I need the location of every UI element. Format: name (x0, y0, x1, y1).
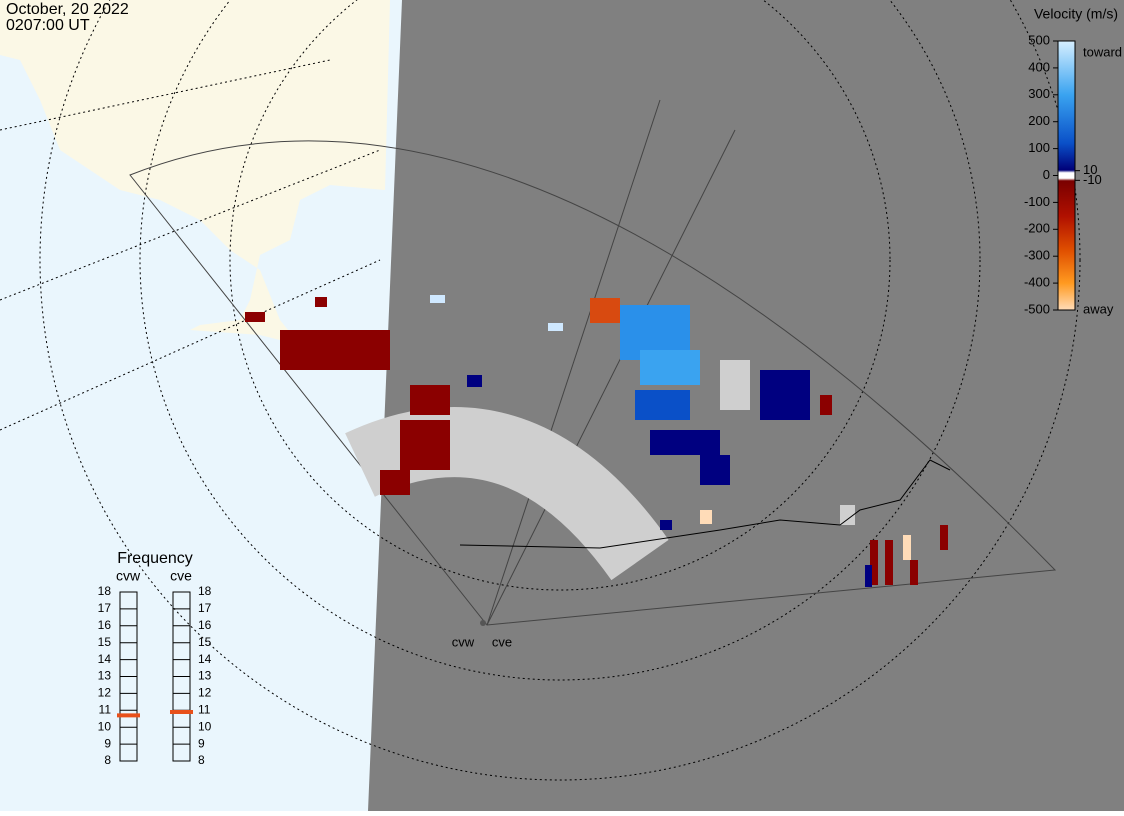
frequency-tick-label: 14 (98, 652, 112, 666)
frequency-title: Frequency (117, 550, 193, 567)
cell (760, 370, 810, 420)
cell (700, 510, 712, 524)
velocity-cells (245, 295, 948, 587)
frequency-radar: cve (170, 568, 192, 584)
frequency-tick-label: 13 (198, 669, 212, 683)
frequency-tick-label: 13 (98, 669, 112, 683)
ocean (0, 0, 402, 811)
cell (820, 395, 832, 415)
cell (903, 535, 911, 560)
frequency-tick-label: 12 (198, 686, 212, 700)
cell (380, 470, 410, 495)
colorbar-tick-label: 100 (1028, 140, 1050, 155)
frequency-tick-label: 9 (104, 736, 111, 750)
colorbar-title: Velocity (m/s) (1034, 6, 1118, 22)
radar-label: cvw (452, 634, 475, 649)
frequency-tick-label: 18 (198, 584, 212, 598)
alaska (0, 0, 390, 345)
frequency-tick-label: 17 (198, 601, 212, 615)
colorbar-tick-label: -300 (1024, 248, 1050, 263)
cell (410, 385, 450, 415)
cell (870, 540, 878, 585)
frequency-tick-label: 15 (98, 635, 112, 649)
cell (315, 297, 327, 307)
cell (430, 295, 445, 303)
frequency-tick-label: 10 (198, 719, 212, 733)
colorbar-tick-label: -10 (1083, 172, 1102, 187)
frequency-tick-label: 12 (98, 686, 112, 700)
cell (700, 455, 730, 485)
graticule (0, 0, 1081, 781)
cell (400, 420, 450, 470)
cell (635, 390, 690, 420)
cell (245, 312, 265, 322)
colorbar (1057, 40, 1076, 311)
time: 0207:00 UT (6, 17, 90, 34)
date: October, 20 2022 (6, 1, 129, 18)
colorbar-tick-label: 500 (1028, 32, 1050, 47)
cell (280, 330, 390, 370)
radar-site (480, 620, 486, 626)
frequency-tick-label: 8 (104, 753, 111, 767)
frequency-tick-label: 11 (99, 702, 112, 716)
colorbar-tick-label: -500 (1024, 301, 1050, 316)
cell (650, 430, 720, 455)
colorbar-end-label: away (1083, 301, 1114, 316)
frequency-tick-label: 16 (98, 618, 112, 632)
cell (660, 520, 672, 530)
cell (910, 560, 918, 585)
cell (640, 350, 700, 385)
colorbar-tick-label: -400 (1024, 275, 1050, 290)
cell (840, 505, 855, 525)
border (459, 459, 951, 549)
cell (720, 360, 750, 410)
frequency-radar: cvw (116, 568, 141, 584)
colorbar-tick-label: -200 (1024, 221, 1050, 236)
frequency-tick-label: 8 (198, 753, 205, 767)
frequency-tick-label: 17 (98, 601, 112, 615)
cell (548, 323, 563, 331)
colorbar-tick-label: 0 (1043, 167, 1050, 182)
radar-label: cve (492, 634, 512, 649)
frequency-tick-label: 16 (198, 618, 212, 632)
colorbar-end-label: toward (1083, 44, 1122, 59)
colorbar-tick-label: 400 (1028, 59, 1050, 74)
cell (467, 375, 482, 387)
fov-outline (129, 99, 1057, 626)
frequency-tick-label: 10 (98, 719, 112, 733)
cell (885, 540, 893, 585)
frequency-tick-label: 9 (198, 736, 205, 750)
frequency-tick-label: 15 (198, 635, 212, 649)
cell (940, 525, 948, 550)
cell (865, 565, 872, 587)
colorbar-tick-label: 300 (1028, 86, 1050, 101)
cell (590, 298, 620, 323)
colorbar-tick-label: -100 (1024, 194, 1050, 209)
frequency-tick-label: 18 (98, 584, 112, 598)
frequency-tick-label: 14 (198, 652, 212, 666)
colorbar-tick-label: 200 (1028, 113, 1050, 128)
frequency-tick-label: 11 (198, 702, 211, 716)
colorbar-tick-label: 10 (1083, 162, 1097, 177)
